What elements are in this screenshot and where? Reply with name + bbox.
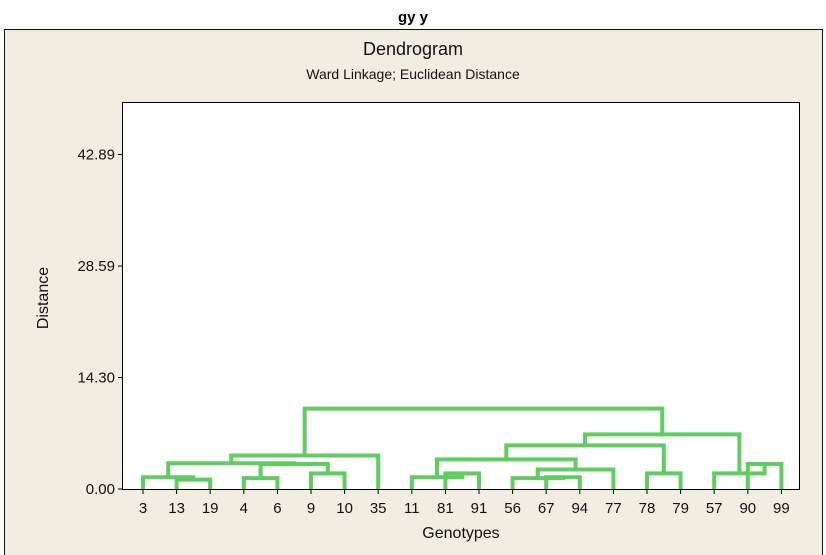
leaf-label: 99: [773, 500, 790, 517]
leaf-label: 90: [739, 500, 756, 517]
leaf-label: 77: [605, 500, 622, 517]
leaf-label: 91: [471, 500, 488, 517]
dendrogram-link: [241, 476, 280, 489]
leaf-label: 78: [639, 500, 656, 517]
chart-title: Dendrogram: [363, 39, 463, 59]
leaf-label: 67: [538, 500, 555, 517]
dendrogram-link: [229, 453, 381, 489]
leaf-label: 81: [437, 500, 454, 517]
dendrogram-link: [443, 471, 481, 489]
dendrogram-link: [435, 457, 578, 478]
leaf-label: 19: [202, 500, 219, 517]
leaf-label: 6: [273, 500, 281, 517]
dendrogram-link: [166, 461, 297, 478]
dendrogram-link: [745, 462, 784, 489]
y-tick-label: 14.30: [77, 369, 115, 386]
leaf-label: 4: [240, 500, 248, 517]
y-axis-label: Distance: [35, 267, 52, 329]
y-tick-label: 28.59: [77, 258, 115, 275]
leaf-label: 57: [706, 500, 723, 517]
plot-area: [122, 102, 800, 490]
page-header-text: gy y: [398, 9, 429, 26]
leaf-label: 3: [139, 500, 147, 517]
dendrogram-links: [141, 406, 784, 489]
leaf-label: 11: [404, 500, 420, 517]
leaf-label: 9: [307, 500, 315, 517]
x-axis: 3 13 19 4 6 9 10 35 11 81 91 56 67 94 77 78 79 57 90 99: [139, 489, 790, 517]
y-tick-label: 42.89: [77, 147, 115, 164]
leaf-label: 56: [504, 500, 521, 517]
leaf-label: 79: [672, 500, 689, 517]
y-axis: 0.00 14.30 28.59 42.89: [77, 147, 123, 498]
leaf-label: 94: [571, 500, 588, 517]
leaf-label: 13: [168, 500, 185, 517]
dendrogram-link: [510, 476, 565, 489]
dendrogram-link: [302, 406, 665, 456]
leaf-label: 35: [370, 500, 387, 517]
leaf-label: 10: [336, 500, 353, 517]
x-axis-label: Genotypes: [422, 525, 499, 542]
y-tick-label: 0.00: [86, 481, 115, 498]
chart-subtitle: Ward Linkage; Euclidean Distance: [306, 66, 520, 82]
